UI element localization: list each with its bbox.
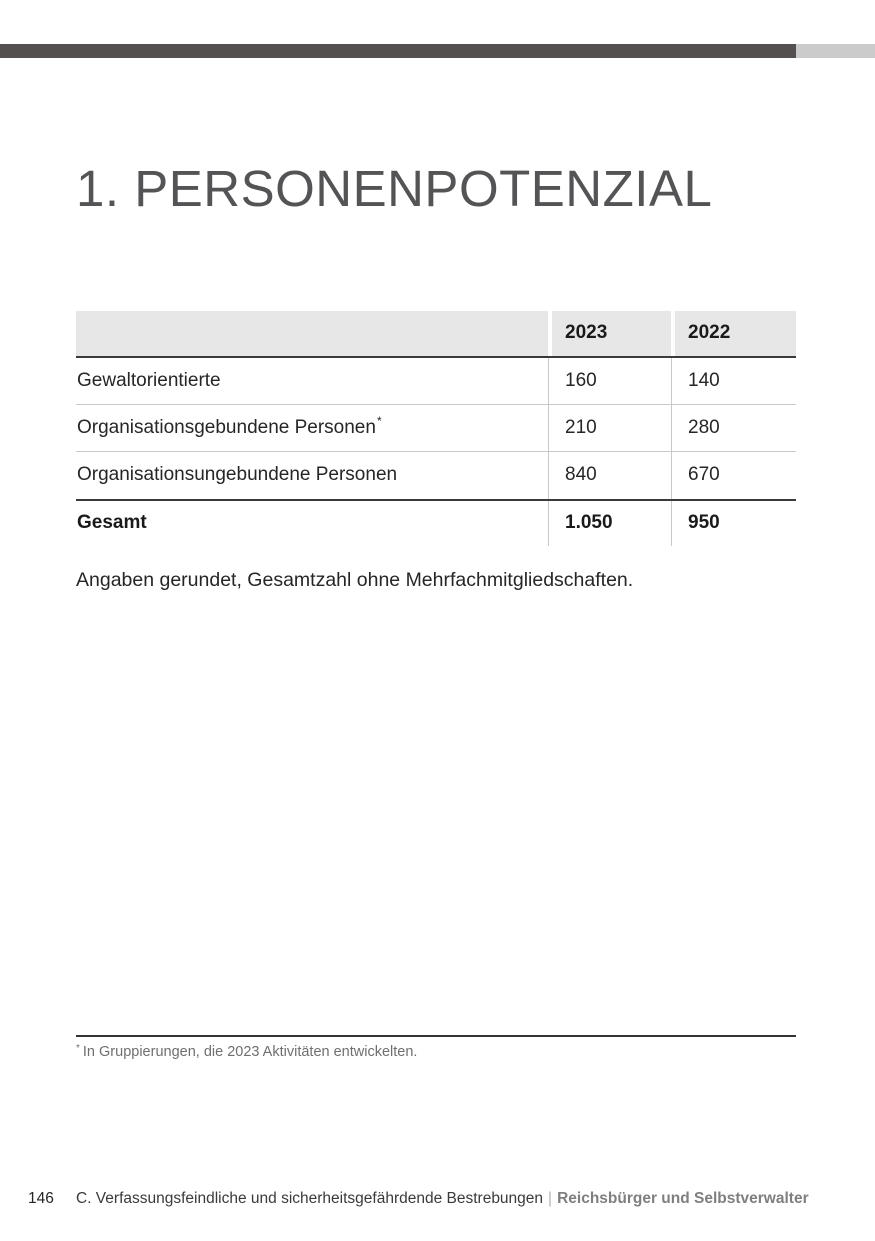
page-title: 1. PERSONENPOTENZIAL — [76, 160, 713, 217]
table-header-empty — [76, 311, 548, 356]
table-header-2023: 2023 — [548, 311, 671, 356]
row-label-text: Gewaltorientierte — [77, 369, 221, 391]
page-footer: 146 C. Verfassungsfeindliche und sicherh… — [0, 1190, 875, 1214]
row-value-2023: 160 — [548, 358, 671, 404]
row-label: Gesamt — [76, 501, 548, 546]
top-band-light-segment — [796, 44, 875, 58]
table-header-row: 2023 2022 — [76, 311, 796, 358]
table-header-2022: 2022 — [671, 311, 796, 356]
table-row: Organisationsungebundene Personen 840 67… — [76, 452, 796, 499]
footnote-marker: * — [376, 413, 382, 428]
footnote-text: In Gruppierungen, die 2023 Aktivitäten e… — [82, 1044, 418, 1060]
top-band-dark-segment — [0, 44, 796, 58]
table-row: Organisationsgebundene Personen * 210 280 — [76, 405, 796, 452]
row-label: Gewaltorientierte — [76, 358, 548, 404]
table-row: Gewaltorientierte 160 140 — [76, 358, 796, 405]
row-value-2022: 280 — [671, 405, 796, 451]
row-value-2023: 210 — [548, 405, 671, 451]
row-value-2023: 840 — [548, 452, 671, 499]
personnel-table: 2023 2022 Gewaltorientierte 160 140 Orga… — [76, 311, 796, 546]
top-decorative-band — [0, 44, 875, 58]
row-label-text: Gesamt — [77, 512, 147, 534]
footnote-marker: * — [76, 1043, 80, 1054]
row-value-2022: 670 — [671, 452, 796, 499]
footer-section: Reichsbürger und Selbstverwalter — [557, 1190, 809, 1207]
row-label-text: Organisationsungebundene Personen — [77, 464, 398, 486]
row-label-text: Organisationsgebundene Personen — [77, 416, 376, 438]
row-value-2022: 140 — [671, 358, 796, 404]
row-value-2023: 1.050 — [548, 501, 671, 546]
row-value-2022: 950 — [671, 501, 796, 546]
table-note: Angaben gerundet, Gesamtzahl ohne Mehrfa… — [76, 569, 634, 591]
footer-separator: | — [548, 1190, 553, 1207]
row-label: Organisationsungebundene Personen — [76, 452, 548, 499]
row-label: Organisationsgebundene Personen * — [76, 405, 548, 451]
table-row-total: Gesamt 1.050 950 — [76, 499, 796, 546]
footer-chapter: C. Verfassungsfeindliche und sicherheits… — [76, 1190, 544, 1207]
footnote: * In Gruppierungen, die 2023 Aktivitäten … — [76, 1043, 796, 1060]
footnote-divider — [76, 1035, 796, 1037]
footer-breadcrumb: C. Verfassungsfeindliche und sicherheits… — [76, 1190, 809, 1208]
page-number: 146 — [28, 1190, 54, 1207]
